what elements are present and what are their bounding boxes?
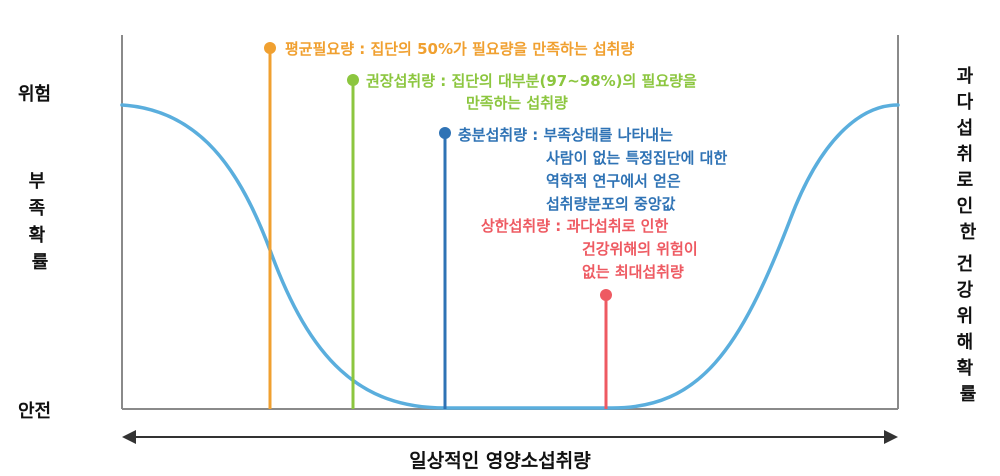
right-axis-title-char: 다 <box>957 92 974 113</box>
ri-marker-dot <box>347 74 359 86</box>
risk-curve <box>120 103 900 410</box>
left-axis-title-char: 부 <box>29 171 46 192</box>
ai-marker-dot <box>439 127 451 139</box>
ul-annotation-line: 상한섭취량 : 과다섭취로 인한 <box>481 217 668 235</box>
right-axis-title-char: 한 <box>960 222 977 243</box>
ear-annotation: 평균필요량 : 집단의 50%가 필요량을 만족하는 섭취량 <box>285 40 634 58</box>
x-axis-arrow-right-head <box>884 430 898 444</box>
ul-marker-dot <box>600 289 612 301</box>
ri-annotation: 권장섭취량 : 집단의 대부분(97~98%)의 필요량을 만족하는 섭취량 <box>366 72 702 112</box>
right-axis-title-col2: 건 강 위 해 확 률 <box>957 254 980 405</box>
right-axis-title-char: 해 <box>957 332 974 353</box>
right-axis-title-char: 취 <box>957 144 974 165</box>
left-axis-title-char: 확 <box>29 225 46 246</box>
safe-label: 안전 <box>18 401 51 422</box>
ear-marker-dot <box>264 42 276 54</box>
ri-annotation-line: 만족하는 섭취량 <box>466 94 568 112</box>
right-axis-title-char: 로 <box>957 170 974 191</box>
right-axis-title-char: 건 <box>957 254 974 275</box>
ri-annotation-line: 권장섭취량 : 집단의 대부분(97~98%)의 필요량을 <box>366 72 697 90</box>
right-axis-title-char: 강 <box>957 280 974 301</box>
right-axis-title-col1: 과 다 섭 취 로 인 한 <box>957 66 980 243</box>
ai-annotation-line: 충분섭취량 : 부족상태를 나타내는 <box>458 126 673 144</box>
right-axis-title-char: 률 <box>960 384 977 405</box>
ear-annotation-line: 평균필요량 : 집단의 50%가 필요량을 만족하는 섭취량 <box>285 40 634 58</box>
x-axis-arrow-left-head <box>122 430 136 444</box>
ai-annotation: 충분섭취량 : 부족상태를 나타내는 사람이 없는 특정집단에 대한 역학적 연… <box>458 126 733 213</box>
right-axis-title-char: 섭 <box>957 118 974 139</box>
risk-label: 위험 <box>18 83 51 105</box>
left-axis-title: 부 족 확 률 <box>29 171 52 273</box>
ai-annotation-line: 역학적 연구에서 얻은 <box>546 172 681 190</box>
ul-annotation-line: 건강위해의 위험이 <box>582 240 698 258</box>
x-axis-label: 일상적인 영양소섭취량 <box>409 450 591 472</box>
ul-annotation: 상한섭취량 : 과다섭취로 인한 건강위해의 위험이 없는 최대섭취량 <box>481 217 703 281</box>
left-axis-title-char: 률 <box>32 252 49 273</box>
ul-annotation-line: 없는 최대섭취량 <box>582 263 684 281</box>
ai-annotation-line: 사람이 없는 특정집단에 대한 <box>546 149 727 167</box>
ai-annotation-line: 섭취량분포의 중앙값 <box>546 195 676 213</box>
right-axis-title-char: 확 <box>957 358 974 379</box>
right-axis-title-char: 인 <box>957 196 974 217</box>
right-axis-title-char: 과 <box>957 66 974 87</box>
right-axis-title-char: 위 <box>957 306 974 327</box>
left-axis-title-char: 족 <box>29 198 46 219</box>
